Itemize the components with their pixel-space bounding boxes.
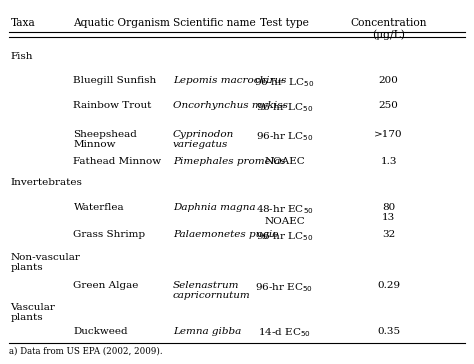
Text: Lemna gibba: Lemna gibba: [173, 327, 241, 336]
Text: Bluegill Sunfish: Bluegill Sunfish: [73, 76, 157, 86]
Text: Duckweed: Duckweed: [73, 327, 128, 336]
Text: 200: 200: [379, 76, 399, 86]
Text: Waterflea: Waterflea: [73, 203, 124, 212]
Text: 96-hr EC$_{50}$: 96-hr EC$_{50}$: [255, 281, 313, 294]
Text: 48-hr EC$_{50}$
NOAEC: 48-hr EC$_{50}$ NOAEC: [255, 203, 313, 226]
Text: Test type: Test type: [260, 18, 309, 28]
Text: Fish: Fish: [10, 52, 33, 61]
Text: Non-vascular
plants: Non-vascular plants: [10, 253, 80, 272]
Text: Sheepshead
Minnow: Sheepshead Minnow: [73, 130, 137, 149]
Text: >170: >170: [374, 130, 403, 139]
Text: 14-d EC$_{50}$: 14-d EC$_{50}$: [258, 327, 311, 339]
Text: Oncorhynchus mykiss: Oncorhynchus mykiss: [173, 101, 288, 110]
Text: Palaemonetes pugio: Palaemonetes pugio: [173, 230, 279, 239]
Text: 96-hr LC$_{50}$: 96-hr LC$_{50}$: [256, 101, 313, 114]
Text: NOAEC: NOAEC: [264, 157, 305, 166]
Text: Grass Shrimp: Grass Shrimp: [73, 230, 146, 239]
Text: 250: 250: [379, 101, 399, 110]
Text: 96-hr  LC$_{50}$: 96-hr LC$_{50}$: [254, 76, 315, 89]
Text: Vascular
plants: Vascular plants: [10, 303, 55, 322]
Text: Green Algae: Green Algae: [73, 281, 139, 290]
Text: Rainbow Trout: Rainbow Trout: [73, 101, 152, 110]
Text: Daphnia magna: Daphnia magna: [173, 203, 255, 212]
Text: 96-hr LC$_{50}$: 96-hr LC$_{50}$: [256, 130, 313, 143]
Text: Pimephales promelas: Pimephales promelas: [173, 157, 286, 166]
Text: Scientific name: Scientific name: [173, 18, 256, 28]
Text: Concentration
(μg/L): Concentration (μg/L): [350, 18, 427, 40]
Text: 0.35: 0.35: [377, 327, 400, 336]
Text: Invertebrates: Invertebrates: [10, 178, 82, 187]
Text: Fathead Minnow: Fathead Minnow: [73, 157, 162, 166]
Text: a) Data from US EPA (2002, 2009).: a) Data from US EPA (2002, 2009).: [9, 347, 162, 356]
Text: Cyprinodon
variegatus: Cyprinodon variegatus: [173, 130, 234, 149]
Text: Taxa: Taxa: [10, 18, 35, 28]
Text: 0.29: 0.29: [377, 281, 400, 290]
Text: Selenastrum
capricornutum: Selenastrum capricornutum: [173, 281, 251, 300]
Text: 80
13: 80 13: [382, 203, 395, 222]
Text: Aquatic Organism: Aquatic Organism: [73, 18, 170, 28]
Text: Lepomis macrochirus: Lepomis macrochirus: [173, 76, 286, 86]
Text: 32: 32: [382, 230, 395, 239]
Text: 96-hr LC$_{50}$: 96-hr LC$_{50}$: [256, 230, 313, 243]
Text: 1.3: 1.3: [381, 157, 397, 166]
